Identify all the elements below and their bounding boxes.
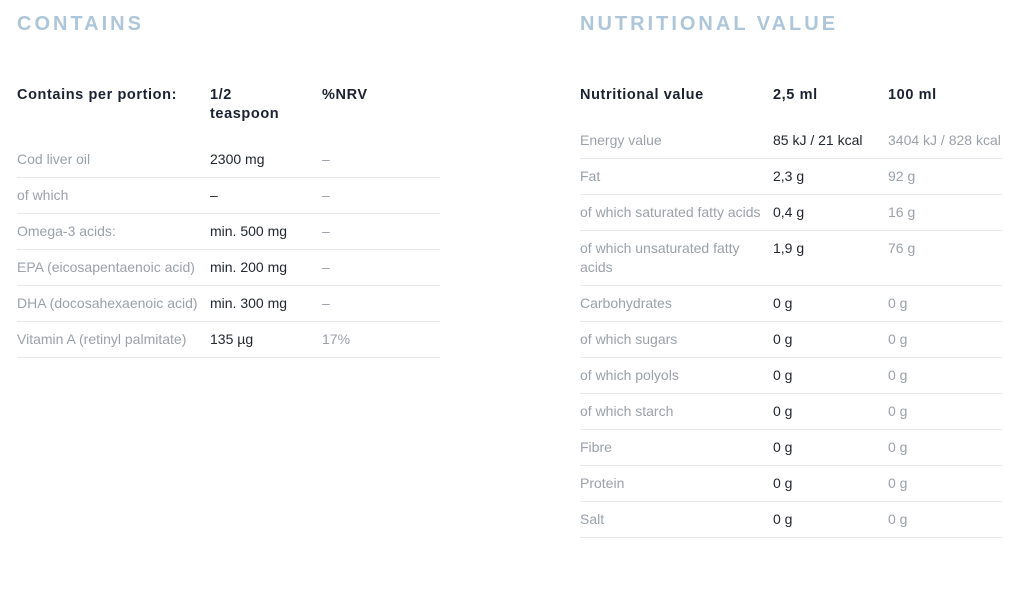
table-row: of which – – <box>17 178 440 214</box>
nutritional-header-col1: Nutritional value <box>580 87 704 103</box>
row-value-100ml: 0 g <box>888 511 908 527</box>
row-value-100ml: 0 g <box>888 295 908 311</box>
row-label: Cod liver oil <box>17 151 91 167</box>
row-portion-value: – <box>210 187 218 203</box>
row-value-100ml: 92 g <box>888 168 916 184</box>
nutritional-value-title: NUTRITIONAL VALUE <box>580 13 839 35</box>
contains-table-body: Cod liver oil 2300 mg – of which – – Ome… <box>17 142 440 358</box>
row-nrv-value: – <box>322 187 330 203</box>
row-label: Omega-3 acids: <box>17 223 116 239</box>
row-label: of which sugars <box>580 331 678 347</box>
table-row: Fat 2,3 g 92 g <box>580 159 1002 195</box>
row-value-2-5ml: 0 g <box>773 295 793 311</box>
contains-table-header: Contains per portion: 1/2 teaspoon %NRV <box>17 86 440 124</box>
table-row: Energy value 85 kJ / 21 kcal 3404 kJ / 8… <box>580 123 1002 159</box>
row-nrv-value: 17% <box>322 331 351 347</box>
table-row: Omega-3 acids: min. 500 mg – <box>17 214 440 250</box>
table-row: Fibre 0 g 0 g <box>580 430 1002 466</box>
row-label: of which polyols <box>580 367 679 383</box>
row-value-100ml: 0 g <box>888 331 908 347</box>
row-value-100ml: 0 g <box>888 475 908 491</box>
row-value-2-5ml: 0 g <box>773 331 793 347</box>
row-value-2-5ml: 2,3 g <box>773 168 805 184</box>
nutritional-header-col3: 100 ml <box>888 87 937 103</box>
row-label: Carbohydrates <box>580 295 672 311</box>
contains-section: CONTAINS Contains per portion: 1/2 teasp… <box>17 12 440 358</box>
row-value-2-5ml: 85 kJ / 21 kcal <box>773 132 863 148</box>
row-value-2-5ml: 0 g <box>773 403 793 419</box>
table-row: Vitamin A (retinyl palmitate) 135 µg 17% <box>17 322 440 358</box>
contains-header-col2: 1/2 teaspoon <box>210 87 280 122</box>
row-nrv-value: – <box>322 151 330 167</box>
row-label: Fat <box>580 168 601 184</box>
table-row: of which unsaturated fatty acids 1,9 g 7… <box>580 231 1002 286</box>
table-row: of which saturated fatty acids 0,4 g 16 … <box>580 195 1002 231</box>
row-label: of which <box>17 187 69 203</box>
table-row: Salt 0 g 0 g <box>580 502 1002 538</box>
table-row: of which polyols 0 g 0 g <box>580 358 1002 394</box>
table-row: Cod liver oil 2300 mg – <box>17 142 440 178</box>
row-label: Fibre <box>580 439 612 455</box>
row-label: of which unsaturated fatty acids <box>580 240 740 275</box>
row-label: EPA (eicosapentaenoic acid) <box>17 259 195 275</box>
nutritional-table-body: Energy value 85 kJ / 21 kcal 3404 kJ / 8… <box>580 123 1002 538</box>
row-nrv-value: – <box>322 223 330 239</box>
row-portion-value: min. 500 mg <box>210 223 288 239</box>
table-row: EPA (eicosapentaenoic acid) min. 200 mg … <box>17 250 440 286</box>
contains-header-col3: %NRV <box>322 87 368 103</box>
row-label: DHA (docosahexaenoic acid) <box>17 295 198 311</box>
row-nrv-value: – <box>322 295 330 311</box>
row-value-100ml: 0 g <box>888 403 908 419</box>
nutritional-header-col2: 2,5 ml <box>773 87 818 103</box>
nutritional-table-header: Nutritional value 2,5 ml 100 ml <box>580 86 1002 105</box>
row-value-2-5ml: 0 g <box>773 511 793 527</box>
table-row: DHA (docosahexaenoic acid) min. 300 mg – <box>17 286 440 322</box>
table-row: Carbohydrates 0 g 0 g <box>580 286 1002 322</box>
row-label: Energy value <box>580 132 662 148</box>
row-value-100ml: 0 g <box>888 439 908 455</box>
row-portion-value: min. 200 mg <box>210 259 288 275</box>
table-row: of which sugars 0 g 0 g <box>580 322 1002 358</box>
row-nrv-value: – <box>322 259 330 275</box>
row-value-2-5ml: 0 g <box>773 367 793 383</box>
row-value-2-5ml: 0 g <box>773 439 793 455</box>
row-label: of which starch <box>580 403 674 419</box>
row-value-100ml: 3404 kJ / 828 kcal <box>888 132 1001 148</box>
row-portion-value: min. 300 mg <box>210 295 288 311</box>
row-value-100ml: 16 g <box>888 204 916 220</box>
row-portion-value: 2300 mg <box>210 151 265 167</box>
row-label: Protein <box>580 475 625 491</box>
row-value-2-5ml: 0,4 g <box>773 204 805 220</box>
row-label: of which saturated fatty acids <box>580 204 761 220</box>
nutritional-value-section: NUTRITIONAL VALUE Nutritional value 2,5 … <box>580 12 1002 538</box>
row-value-100ml: 76 g <box>888 240 916 256</box>
row-value-100ml: 0 g <box>888 367 908 383</box>
row-label: Salt <box>580 511 605 527</box>
row-value-2-5ml: 0 g <box>773 475 793 491</box>
table-row: Protein 0 g 0 g <box>580 466 1002 502</box>
row-value-2-5ml: 1,9 g <box>773 240 805 256</box>
row-label: Vitamin A (retinyl palmitate) <box>17 331 187 347</box>
table-row: of which starch 0 g 0 g <box>580 394 1002 430</box>
contains-header-col1: Contains per portion: <box>17 87 178 103</box>
contains-title: CONTAINS <box>17 13 144 35</box>
row-portion-value: 135 µg <box>210 331 254 347</box>
